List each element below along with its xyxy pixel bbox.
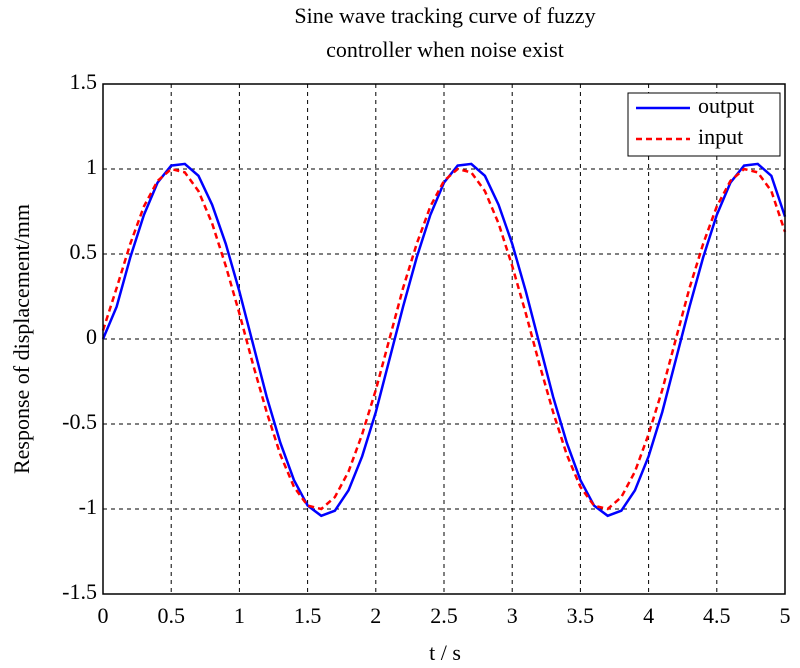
y-tick-label: 0.5 xyxy=(70,239,98,264)
x-tick-label: 4.5 xyxy=(703,603,731,628)
x-tick-label: 0.5 xyxy=(157,603,185,628)
x-tick-label: 1 xyxy=(234,603,245,628)
y-axis-label: Response of displacement/mm xyxy=(9,204,34,474)
x-tick-label: 3 xyxy=(507,603,518,628)
line-series xyxy=(101,167,787,511)
legend-box xyxy=(627,92,781,157)
x-axis-label: t / s xyxy=(429,640,461,665)
y-tick-label: 0 xyxy=(86,324,97,349)
chart-title: Sine wave tracking curve of fuzzy xyxy=(294,3,595,28)
x-tick-label: 1.5 xyxy=(294,603,322,628)
chart-title: controller when noise exist xyxy=(326,37,564,62)
y-tick-label: -0.5 xyxy=(62,409,97,434)
x-tick-label: 2 xyxy=(370,603,381,628)
x-tick-label: 2.5 xyxy=(430,603,458,628)
y-tick-label: 1 xyxy=(86,154,97,179)
x-tick-label: 0 xyxy=(98,603,109,628)
y-tick-label: 1.5 xyxy=(70,69,98,94)
y-tick-label: -1.5 xyxy=(62,579,97,604)
x-tick-label: 3.5 xyxy=(567,603,595,628)
x-tick-label: 5 xyxy=(780,603,791,628)
legend-label: input xyxy=(698,124,743,149)
y-tick-label: -1 xyxy=(79,494,97,519)
plot-frame xyxy=(102,83,786,595)
x-tick-label: 4 xyxy=(643,603,654,628)
legend-label: output xyxy=(698,93,754,118)
